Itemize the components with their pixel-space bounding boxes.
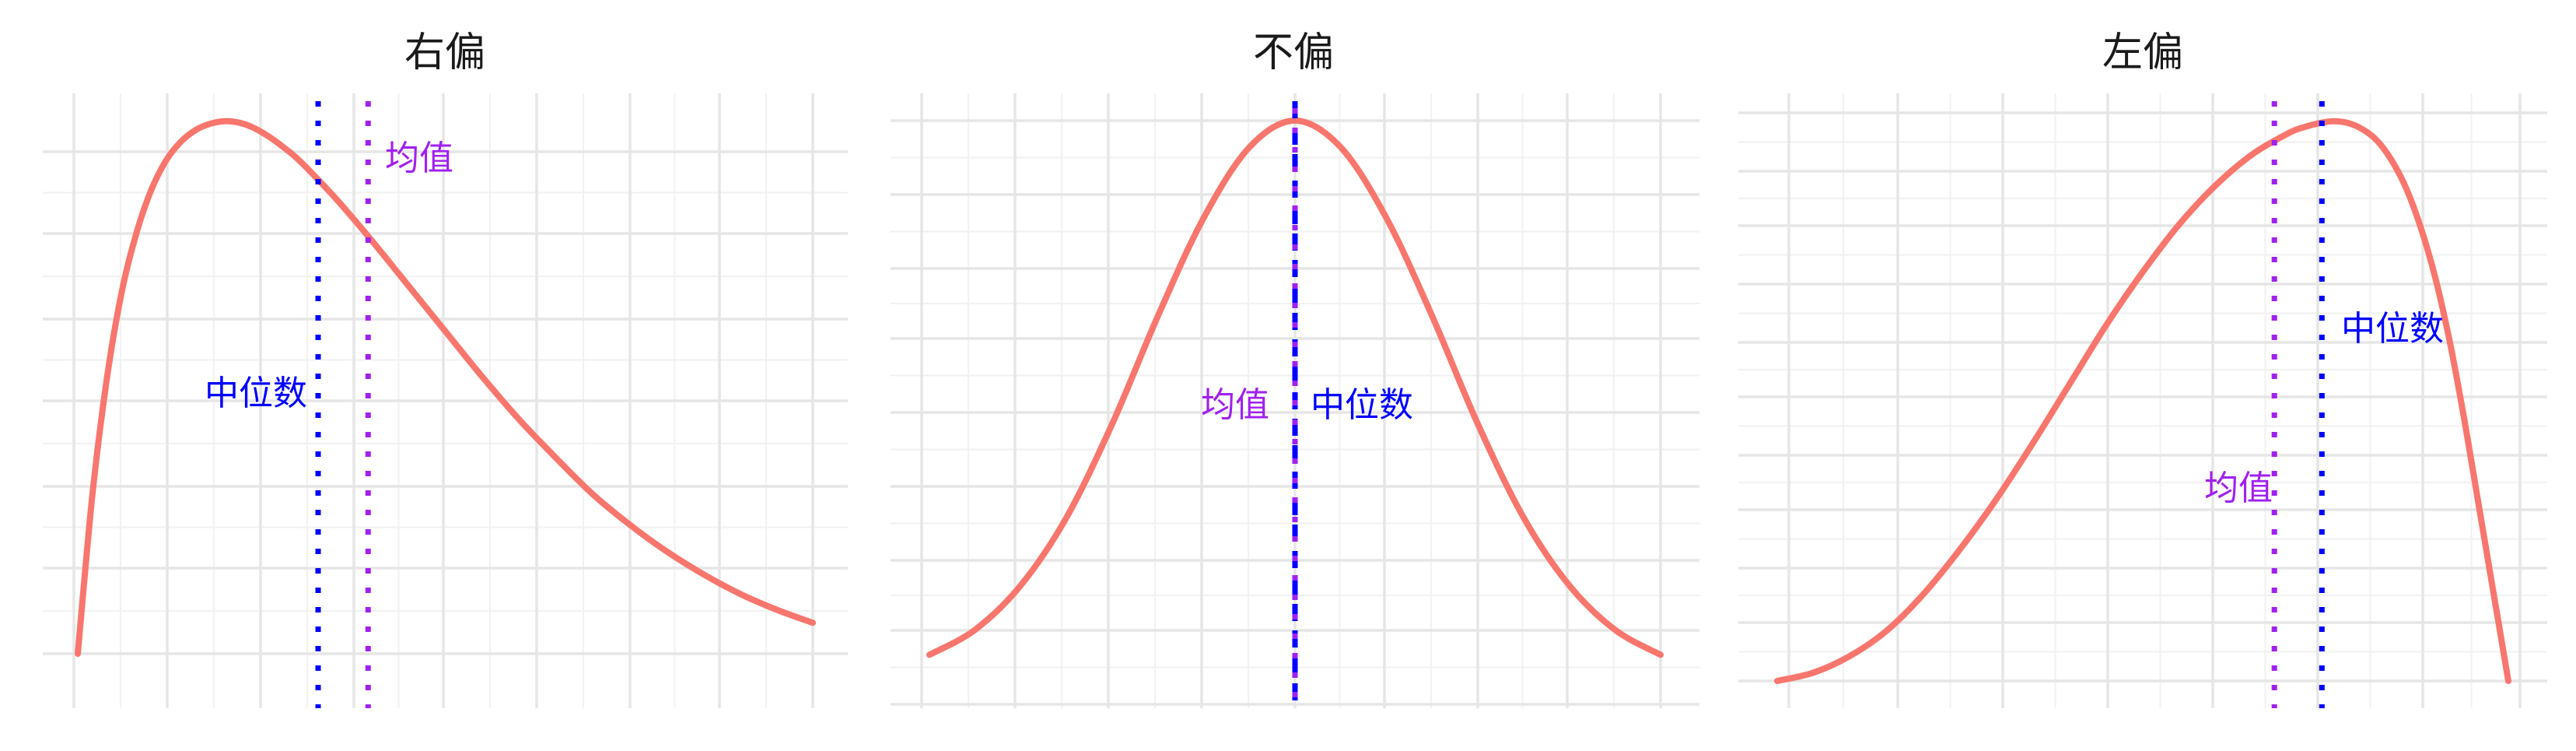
mean-label: 均值 xyxy=(1201,385,1269,425)
mean-label: 均值 xyxy=(385,139,453,178)
mean-label: 均值 xyxy=(2204,468,2273,508)
panel-title: 不偏 xyxy=(1253,30,1334,76)
median-label: 中位数 xyxy=(2341,309,2444,349)
panel-right-skew: 右偏 中位数 均值 xyxy=(43,30,848,708)
median-label: 中位数 xyxy=(1311,385,1413,425)
panel-title: 左偏 xyxy=(2102,30,2183,76)
density-curve xyxy=(1774,118,2511,684)
gridlines xyxy=(43,93,848,708)
gridlines xyxy=(1738,93,2547,708)
panel-title: 右偏 xyxy=(404,30,485,76)
median-label: 中位数 xyxy=(205,374,307,413)
density-curve xyxy=(75,118,816,657)
panel-symmetric: 不偏 中位数 均值 xyxy=(891,30,1699,708)
density-curve xyxy=(926,118,1664,658)
